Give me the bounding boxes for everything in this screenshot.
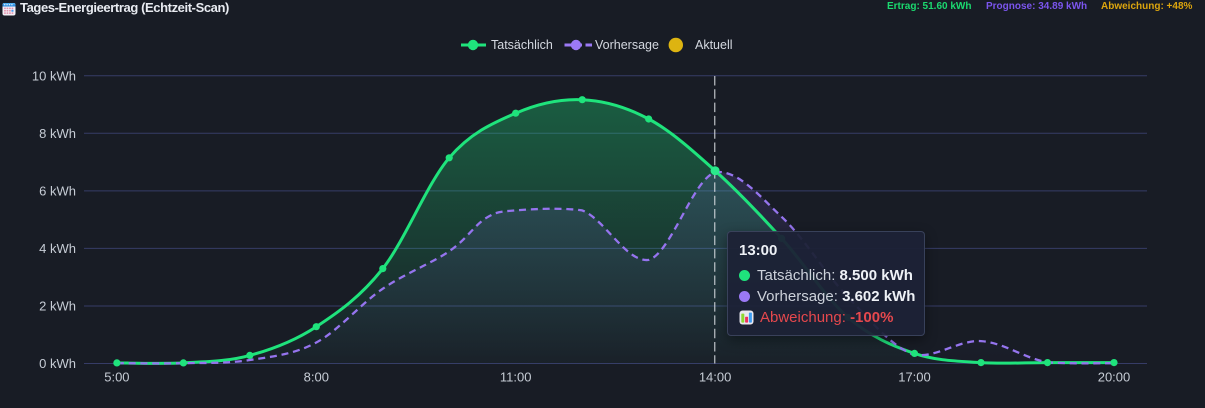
svg-text:6 kWh: 6 kWh [39,183,76,198]
svg-text:5:00: 5:00 [104,370,129,385]
svg-text:2 kWh: 2 kWh [39,299,76,314]
svg-text:20:00: 20:00 [1098,370,1131,385]
svg-text:14:00: 14:00 [699,370,732,385]
svg-text:4 kWh: 4 kWh [39,241,76,256]
svg-text:8:00: 8:00 [304,370,329,385]
svg-text:17:00: 17:00 [898,370,931,385]
svg-text:11:00: 11:00 [500,370,532,385]
svg-text:8 kWh: 8 kWh [39,126,76,141]
svg-text:0 kWh: 0 kWh [39,356,76,371]
svg-text:10 kWh: 10 kWh [32,68,76,83]
